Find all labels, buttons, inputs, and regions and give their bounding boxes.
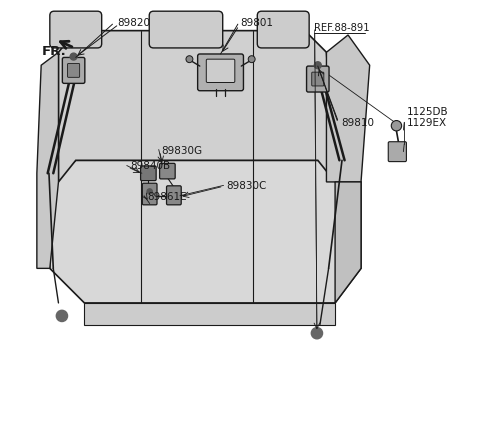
FancyBboxPatch shape — [160, 164, 175, 180]
Circle shape — [186, 56, 193, 63]
Polygon shape — [326, 36, 370, 183]
Polygon shape — [335, 183, 361, 303]
FancyBboxPatch shape — [206, 60, 235, 83]
FancyBboxPatch shape — [62, 58, 85, 84]
Polygon shape — [50, 161, 361, 303]
Polygon shape — [84, 303, 335, 325]
Polygon shape — [37, 53, 59, 269]
Text: 89830C: 89830C — [226, 181, 266, 191]
FancyBboxPatch shape — [312, 73, 324, 87]
Text: 1125DB: 1125DB — [407, 106, 448, 116]
FancyBboxPatch shape — [198, 55, 243, 92]
Text: 89840B: 89840B — [130, 161, 170, 171]
FancyBboxPatch shape — [149, 12, 223, 49]
Text: FR.: FR. — [42, 45, 67, 57]
FancyBboxPatch shape — [307, 67, 329, 93]
Circle shape — [314, 62, 321, 69]
FancyBboxPatch shape — [257, 12, 309, 49]
Circle shape — [391, 121, 402, 132]
Text: 89830G: 89830G — [161, 145, 203, 155]
Circle shape — [56, 311, 68, 322]
FancyBboxPatch shape — [142, 184, 157, 205]
FancyBboxPatch shape — [167, 186, 181, 205]
Text: 89820: 89820 — [117, 18, 150, 28]
Text: 89861E: 89861E — [147, 191, 187, 201]
FancyBboxPatch shape — [68, 64, 80, 78]
FancyBboxPatch shape — [141, 167, 156, 181]
Circle shape — [248, 56, 255, 63]
Text: 1129EX: 1129EX — [407, 118, 446, 128]
Text: REF.88-891: REF.88-891 — [314, 23, 370, 33]
Text: 89810: 89810 — [342, 118, 374, 128]
Text: 89801: 89801 — [240, 18, 273, 28]
Circle shape — [312, 328, 323, 339]
Circle shape — [147, 189, 152, 194]
Circle shape — [70, 54, 77, 61]
FancyBboxPatch shape — [50, 12, 102, 49]
FancyBboxPatch shape — [388, 142, 407, 162]
Polygon shape — [59, 32, 335, 183]
